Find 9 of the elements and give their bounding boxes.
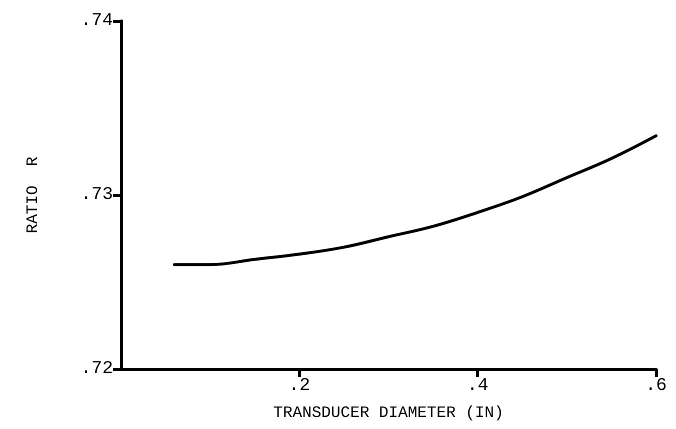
- y-tick-label: .73: [80, 185, 113, 205]
- x-tick-label: .2: [288, 376, 310, 396]
- y-tick-label: .72: [80, 359, 113, 379]
- x-axis-title: TRANSDUCER DIAMETER (IN): [273, 404, 504, 422]
- x-tick-label: .6: [645, 376, 667, 396]
- x-tick-label: .4: [466, 376, 488, 396]
- line-series: [173, 134, 658, 266]
- y-tick-label: .74: [80, 11, 113, 31]
- y-axis-title: RATIO R: [24, 156, 42, 234]
